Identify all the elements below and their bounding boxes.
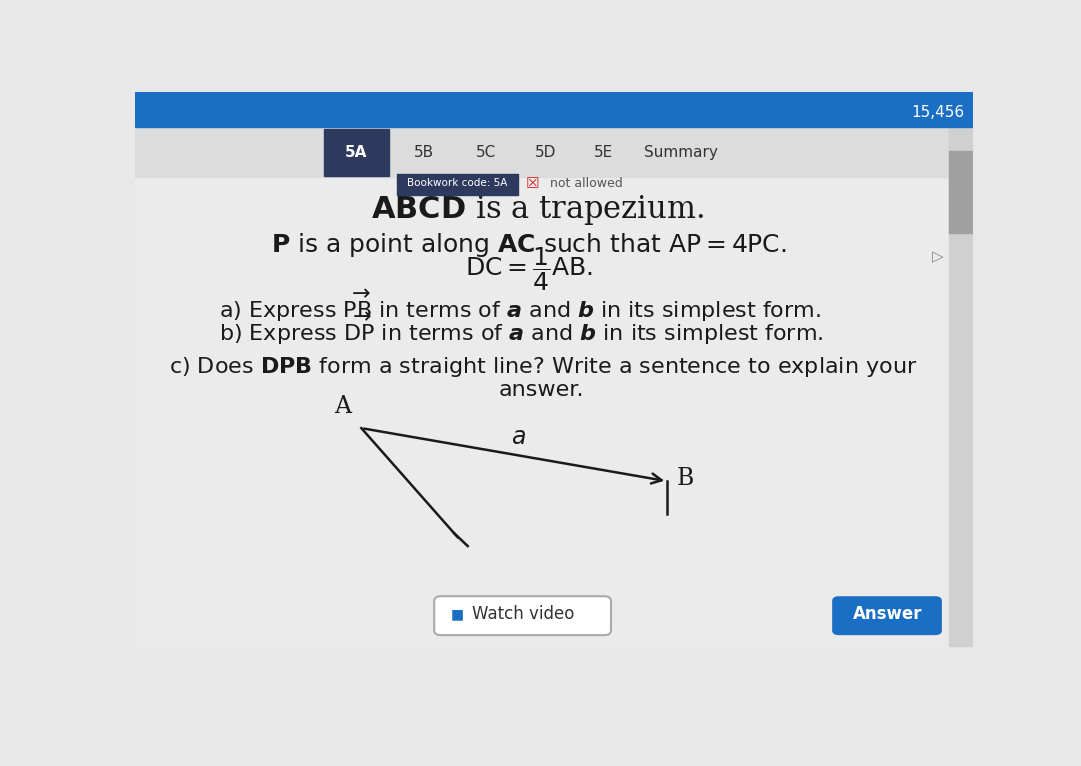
Bar: [135, 92, 973, 127]
Text: $\mathbf{P}$ is a point along $\mathbf{AC}$ such that $\mathrm{AP} = \mathrm{4PC: $\mathbf{P}$ is a point along $\mathbf{A…: [271, 231, 787, 259]
Bar: [323, 129, 389, 176]
Bar: [135, 127, 949, 178]
Text: B: B: [677, 466, 694, 489]
Text: 15,456: 15,456: [911, 105, 964, 120]
Text: 5E: 5E: [593, 146, 613, 160]
Bar: [135, 178, 949, 647]
Text: Summary: Summary: [643, 146, 718, 160]
Text: Watch video: Watch video: [471, 605, 574, 623]
Text: 5A: 5A: [345, 146, 368, 160]
Text: not allowed: not allowed: [550, 177, 623, 190]
Text: ▷: ▷: [932, 250, 944, 264]
Text: ☒: ☒: [525, 176, 539, 191]
Text: A: A: [334, 394, 351, 417]
FancyBboxPatch shape: [435, 596, 611, 635]
Text: c) Does $\mathbf{DPB}$ form a straight line? Write a sentence to explain your: c) Does $\mathbf{DPB}$ form a straight l…: [169, 355, 917, 378]
Text: b) Express $\overrightarrow{\mathrm{DP}}$ in terms of $\boldsymbol{a}$ and $\bol: b) Express $\overrightarrow{\mathrm{DP}}…: [218, 311, 824, 347]
Text: ■: ■: [451, 607, 464, 621]
Text: 5B: 5B: [414, 146, 435, 160]
Text: $\mathit{a}$: $\mathit{a}$: [511, 425, 525, 449]
FancyBboxPatch shape: [832, 596, 942, 635]
Text: a) Express $\overrightarrow{\mathrm{PB}}$ in terms of $\boldsymbol{a}$ and $\bol: a) Express $\overrightarrow{\mathrm{PB}}…: [218, 287, 820, 323]
Bar: [397, 174, 518, 195]
Text: Bookwork code: 5A: Bookwork code: 5A: [406, 178, 507, 188]
Text: Answer: Answer: [853, 605, 922, 623]
Bar: [949, 151, 973, 234]
Text: $\mathbf{ABCD}$ is a trapezium.: $\mathbf{ABCD}$ is a trapezium.: [371, 193, 704, 227]
Text: 5C: 5C: [476, 146, 496, 160]
Text: $\mathrm{DC} = \dfrac{1}{4}\mathrm{AB}.$: $\mathrm{DC} = \dfrac{1}{4}\mathrm{AB}.$: [465, 245, 592, 293]
Text: 5D: 5D: [535, 146, 557, 160]
Text: answer.: answer.: [498, 380, 584, 400]
Bar: [949, 127, 973, 647]
